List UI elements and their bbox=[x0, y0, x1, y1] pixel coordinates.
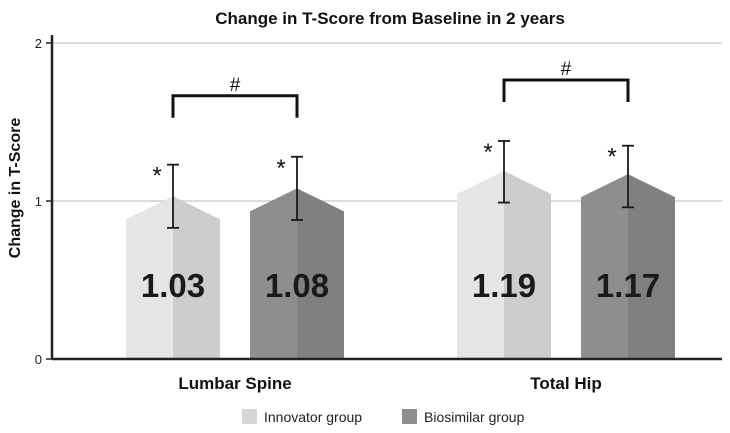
data-label: 1.08 bbox=[265, 267, 329, 304]
comparison-marker: # bbox=[561, 59, 572, 80]
y-axis-label: Change in T-Score bbox=[7, 118, 24, 259]
x-category-label: Lumbar Spine bbox=[178, 374, 291, 393]
legend-label: Innovator group bbox=[264, 409, 362, 425]
legend: Innovator group Biosimilar group bbox=[242, 409, 525, 425]
comparison-bracket bbox=[171, 94, 299, 118]
bar-0-1-left-face bbox=[457, 170, 504, 359]
error-bars bbox=[167, 140, 634, 229]
comparison-marker: # bbox=[230, 75, 241, 96]
legend-swatch bbox=[242, 409, 257, 424]
bar-1-0-right-face bbox=[297, 188, 344, 359]
data-label: 1.17 bbox=[596, 267, 660, 304]
bar-1-0-left-face bbox=[250, 188, 297, 359]
significance-asterisk: * bbox=[276, 155, 285, 182]
chart-title: Change in T-Score from Baseline in 2 yea… bbox=[215, 9, 565, 28]
comparison-bracket bbox=[502, 78, 630, 102]
bars bbox=[126, 170, 675, 359]
bar-0-0-right-face bbox=[173, 196, 220, 359]
value-labels: 1.03 1.08 1.19 1.17 bbox=[141, 267, 660, 304]
bar-0-0-left-face bbox=[126, 196, 173, 359]
data-label: 1.03 bbox=[141, 267, 205, 304]
y-tick-label: 2 bbox=[35, 36, 42, 51]
significance-annotations: * * # * * # bbox=[152, 59, 630, 190]
axes: 0 1 2 Lumbar Spine Total Hip bbox=[35, 35, 722, 393]
bar-1-1-right-face bbox=[628, 174, 675, 359]
bar-0-1-right-face bbox=[504, 170, 551, 359]
significance-asterisk: * bbox=[152, 163, 161, 190]
data-label: 1.19 bbox=[472, 267, 536, 304]
y-tick-label: 1 bbox=[35, 194, 42, 209]
significance-asterisk: * bbox=[607, 144, 616, 171]
x-category-label: Total Hip bbox=[530, 374, 601, 393]
y-tick-label: 0 bbox=[35, 352, 42, 367]
legend-label: Biosimilar group bbox=[424, 409, 525, 425]
bar-1-1-left-face bbox=[581, 174, 628, 359]
legend-swatch bbox=[402, 409, 417, 424]
significance-asterisk: * bbox=[483, 139, 492, 166]
